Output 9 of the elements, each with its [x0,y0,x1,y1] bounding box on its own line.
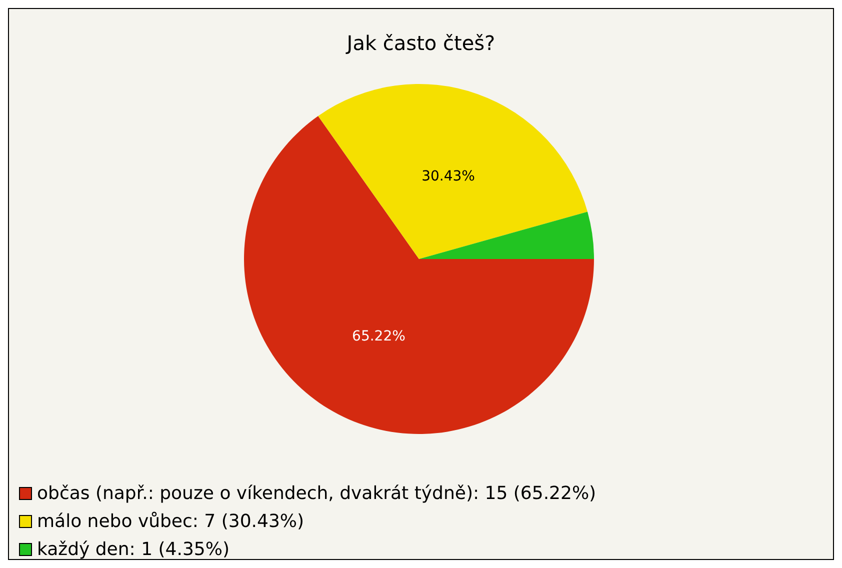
pie-slice [419,212,594,259]
data-label: 65.22% [352,328,406,345]
legend-label: každý den: 1 (4.35%) [37,538,230,560]
pie-slice [244,116,594,434]
data-label: 30.43% [422,168,475,185]
pie-slice [318,84,588,259]
chart-title: Jak často čteš? [344,31,496,55]
legend-label: občas (např.: pouze o víkendech, dvakrát týdně): 15 (65.22%) [37,482,596,504]
legend-label: málo nebo vůbec: 7 (30.43%) [37,510,304,532]
